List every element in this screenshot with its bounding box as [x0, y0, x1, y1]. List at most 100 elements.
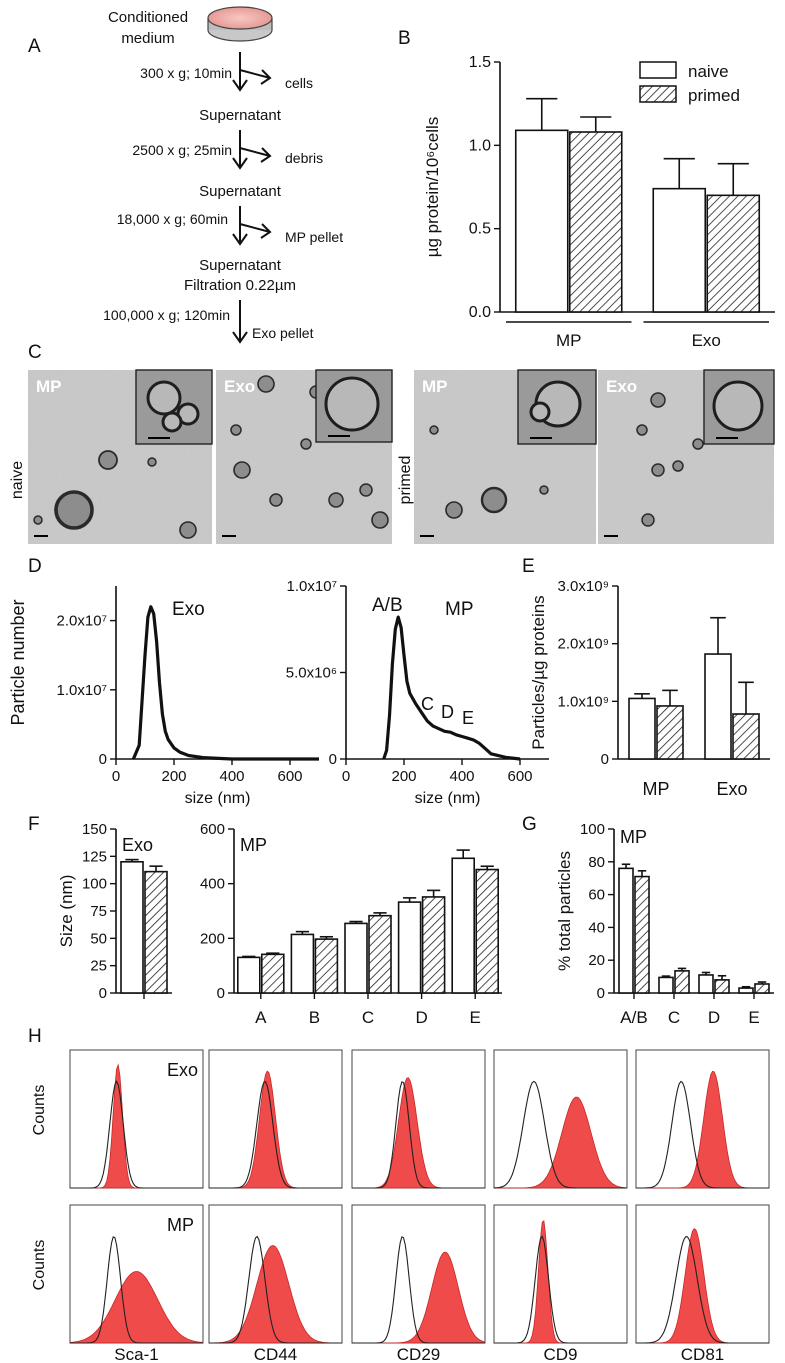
isotype-histogram — [209, 1081, 342, 1189]
y-axis-title: % total particles — [555, 851, 574, 971]
step4-removed: Exo pellet — [252, 325, 314, 341]
panel-letter-g: G — [522, 814, 537, 835]
flow-arrowhead — [232, 157, 248, 170]
flow-side-arrow — [239, 69, 272, 85]
y-tick-label: 0 — [601, 751, 609, 768]
vesicle — [480, 486, 508, 514]
bar-naive — [704, 653, 732, 760]
micrograph-inset — [703, 369, 775, 445]
bar-naive — [658, 976, 674, 994]
micrograph-primed-mp: MP — [414, 369, 597, 544]
curve-annotation: Exo — [172, 599, 205, 620]
chart-g: 0 20 40 60 80 100 A/B C D E % total particles MP — [555, 821, 774, 1027]
histogram-exo-cd81 — [635, 1049, 770, 1189]
isotype-histogram — [636, 1235, 769, 1344]
y-tick-label: 60 — [588, 887, 605, 904]
histogram-exo-sca-1: Exo — [69, 1049, 204, 1189]
marker-label: CD81 — [681, 1345, 724, 1363]
y-tick-label: 20 — [588, 952, 605, 969]
micrograph-inset — [315, 369, 393, 443]
micrograph-naive-exo: Exo — [216, 369, 393, 544]
step3-removed: MP pellet — [285, 229, 343, 245]
y-tick-label: 1.0 — [469, 137, 491, 154]
bar-primed — [568, 131, 623, 313]
vesicle — [672, 460, 684, 472]
vesicle — [328, 492, 344, 508]
histogram-exo-cd44 — [208, 1049, 343, 1189]
x-tick-label: D — [415, 1008, 427, 1027]
histogram-mp-cd44 — [208, 1204, 343, 1344]
panel-letter-a: A — [28, 36, 41, 57]
marker-label: CD44 — [254, 1345, 297, 1363]
vesicle — [33, 515, 43, 525]
bar-primed — [260, 953, 285, 994]
vesicle — [539, 485, 549, 495]
stained-histogram — [69, 1271, 204, 1344]
panel-h-flow-histograms: H Counts Counts Exo MP Sca-1 CD44 CD29 CD9 CD8… — [28, 1026, 770, 1363]
bar-naive — [344, 922, 368, 994]
y-tick-label: 80 — [588, 854, 605, 871]
legend-label-naive: naive — [688, 62, 729, 81]
bar-primed — [144, 870, 168, 994]
vesicle — [641, 513, 655, 527]
y-tick-label: 1.0x10⁷ — [287, 578, 337, 595]
y-tick-label: 2.0x10⁷ — [57, 613, 107, 630]
protocol-start-line1: Conditioned — [108, 9, 188, 26]
histogram-frame — [493, 1204, 628, 1344]
x-tick-label: 600 — [277, 768, 302, 785]
panel-letter-f: F — [28, 814, 40, 835]
chart-e: 0 1.0x10⁹ 2.0x10⁹ 3.0x10⁹ MP Exo Particles/µg … — [529, 578, 770, 799]
x-tick-label: E — [470, 1008, 481, 1027]
vesicle — [233, 461, 251, 479]
vesicle — [359, 483, 373, 497]
y-tick-label: 0 — [217, 985, 225, 1002]
x-tick-label: MP — [556, 331, 582, 350]
vesicle — [429, 425, 439, 435]
vesicle — [147, 457, 157, 467]
histogram-mp-cd9 — [493, 1204, 628, 1344]
filtration-label: Filtration 0.22µm — [184, 277, 296, 294]
legend-swatch-primed — [639, 85, 677, 103]
vesicle — [54, 490, 94, 530]
isotype-histogram — [493, 1080, 627, 1189]
histogram-exo-cd9 — [493, 1049, 628, 1189]
inset-vesicle — [146, 380, 182, 416]
x-tick-label: 0 — [342, 768, 350, 785]
panel-f: F 0 25 50 75 100 125 150 Size (nm) Exo 0 200 400 60… — [28, 814, 502, 1027]
flow-arrowhead — [232, 331, 248, 344]
panel-a-protocol: A Conditioned medium 300 x g; 10min cell… — [28, 6, 343, 344]
step2-removed: debris — [285, 150, 323, 166]
counts-label-mp-row: Counts — [31, 1240, 48, 1291]
y-tick-label: 5.0x10⁶ — [286, 665, 337, 682]
bar-primed — [314, 938, 339, 994]
vesicle — [371, 511, 389, 529]
y-axis-title: Particle number — [8, 599, 28, 725]
chart-f-mp: 0 200 400 600 A B C D E MP — [200, 821, 502, 1027]
micrograph-naive-mp: MP — [28, 369, 213, 544]
vesicle — [179, 521, 197, 539]
y-tick-label: 400 — [200, 876, 225, 893]
x-tick-label: MP — [643, 779, 670, 799]
y-tick-label: 150 — [82, 821, 107, 838]
flow-side-arrow — [239, 147, 272, 163]
flow-arrowhead — [232, 233, 248, 246]
y-tick-label: 3.0x10⁹ — [558, 578, 609, 595]
y-tick-label: 0 — [99, 985, 107, 1002]
y-tick-label: 75 — [90, 903, 107, 920]
histogram-mp-cd29 — [351, 1204, 486, 1344]
bar-naive — [618, 867, 634, 994]
y-tick-label: 0.5 — [469, 221, 491, 238]
x-tick-label: Exo — [692, 331, 721, 350]
micrograph-grid: MP Exo MP Exo — [28, 369, 775, 544]
counts-label-exo-row: Counts — [31, 1085, 48, 1136]
step2-spin: 2500 x g; 25min — [132, 142, 232, 158]
panel-letter-b: B — [398, 28, 411, 49]
bar-primed — [732, 713, 760, 760]
size-distribution-line — [382, 615, 521, 761]
panel-letter-e: E — [522, 556, 535, 577]
micrograph-label: MP — [422, 377, 448, 396]
panel-letter-c: C — [28, 342, 42, 363]
chart-d-mp: 0 200 400 600 0 5.0x10⁶ 1.0x10⁷ size (nm) A/B MP C… — [286, 578, 549, 807]
bar-naive — [738, 987, 754, 994]
